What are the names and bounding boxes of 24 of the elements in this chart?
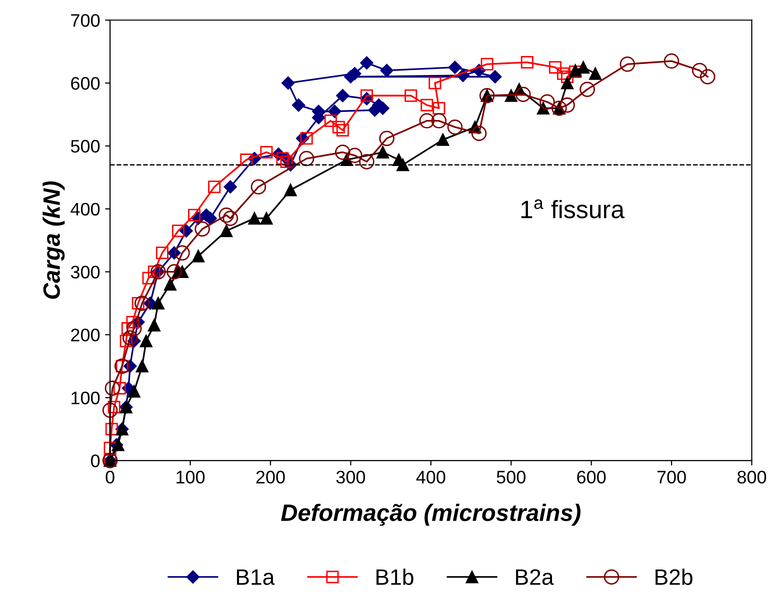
y-tick-label: 0 — [90, 454, 100, 468]
x-tick-label: 600 — [577, 470, 606, 484]
y-tick-label: 700 — [71, 14, 100, 27]
y-tick-label: 200 — [71, 328, 100, 342]
y-tick-label: 600 — [71, 76, 100, 90]
legend-label: B1a — [236, 569, 275, 585]
x-tick-label: 0 — [106, 470, 114, 484]
x-tick-label: 700 — [657, 470, 686, 484]
annotation: 1$^{a}$ fissura — [521, 199, 625, 218]
x-tick-label: 800 — [737, 470, 766, 484]
x-tick-label: 500 — [496, 470, 526, 484]
legend-label: B1b — [376, 568, 414, 585]
y-tick-label: 300 — [70, 266, 100, 279]
legend-label: B2b — [656, 568, 692, 585]
legend-label: B2a — [516, 569, 554, 585]
y-tick-label: 500 — [70, 140, 100, 153]
y-tick-label: 100 — [72, 392, 100, 404]
x-axis-title: Deformação (microstrains) — [281, 504, 580, 526]
x-tick-label: 100 — [176, 470, 205, 484]
y-tick-label: 400 — [70, 202, 100, 216]
x-tick-label: 200 — [256, 470, 285, 484]
x-tick-label: 300 — [336, 470, 366, 484]
x-tick-label: 400 — [416, 470, 446, 484]
y-axis-title: Carga (kN) — [42, 181, 65, 299]
